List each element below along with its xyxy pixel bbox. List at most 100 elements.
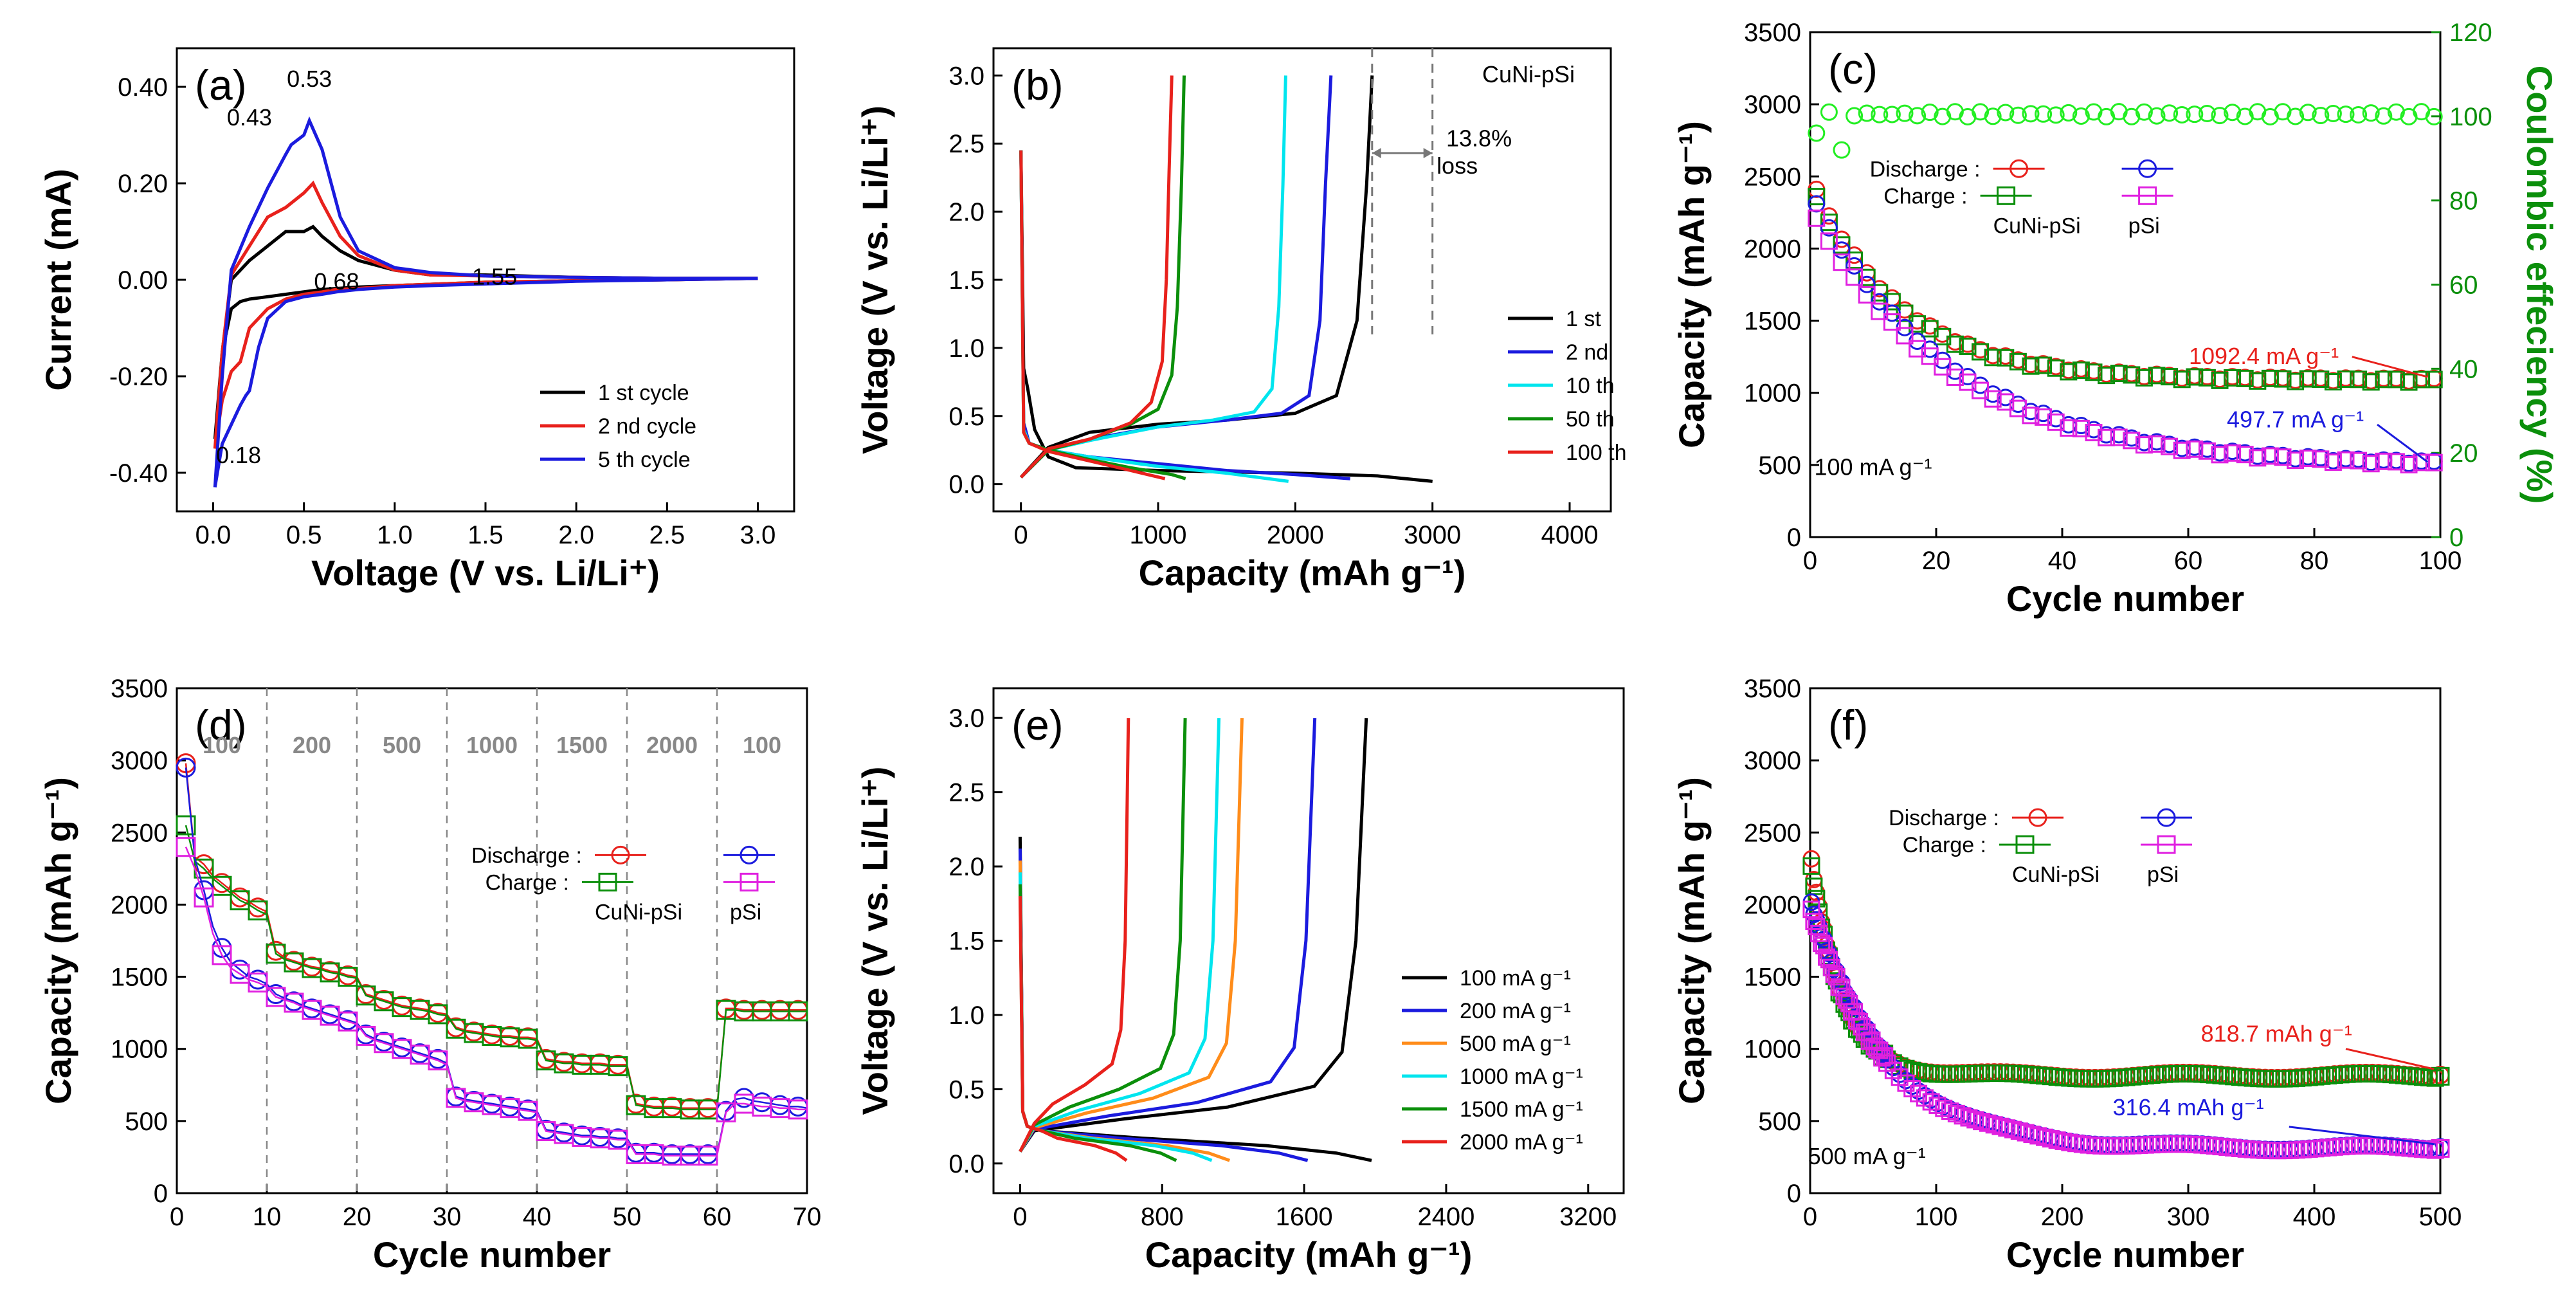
peak-annotation: 0.43	[227, 104, 272, 131]
y-tick-label: 500	[1758, 1108, 1801, 1136]
data-point	[1873, 1049, 1891, 1067]
data-point	[2274, 103, 2292, 121]
data-point	[1946, 335, 1964, 353]
x-axis-label: Capacity (mAh g⁻¹)	[1145, 1234, 1473, 1275]
data-point	[1883, 105, 1901, 123]
panel-label: (d)	[195, 701, 247, 749]
data-point	[2148, 107, 2166, 125]
annotation: 497.7 mA g⁻¹	[2227, 407, 2364, 433]
x-tick-label: 3.0	[740, 521, 776, 549]
series-line	[213, 180, 758, 449]
panel-label: (e)	[1011, 701, 1064, 749]
panel-f: 0 100 200 300 400 500 0 500 1000 1500 2000 2500 3000…	[1671, 675, 2462, 1275]
data-point	[2261, 369, 2279, 387]
discharge-curve	[1019, 150, 1350, 480]
x-tick-label: 0	[1803, 547, 1817, 575]
data-point	[2072, 419, 2090, 437]
data-point	[248, 973, 268, 993]
data-point	[1871, 284, 1889, 302]
data-point	[2375, 452, 2393, 470]
data-point	[1833, 253, 1851, 271]
data-point	[2287, 452, 2305, 470]
series-line	[185, 763, 807, 1109]
legend-entry: 500 mA g⁻¹	[1460, 1032, 1571, 1056]
data-point	[2085, 363, 2103, 381]
data-point	[2375, 370, 2393, 388]
data-point	[176, 837, 196, 857]
y-axis-label: Voltage (V vs. Li/Li⁺)	[855, 105, 895, 454]
data-point	[2054, 1132, 2073, 1150]
data-point	[212, 945, 232, 965]
y2-tick-label: 40	[2449, 355, 2478, 383]
data-point	[2004, 1120, 2022, 1138]
data-point	[176, 815, 196, 836]
peak-annotation: 0.53	[287, 66, 332, 92]
data-point	[2047, 413, 2065, 431]
data-point	[1934, 358, 1952, 376]
data-point	[2198, 442, 2216, 460]
data-point	[2161, 104, 2179, 122]
data-point	[2085, 424, 2103, 442]
data-point	[2186, 105, 2204, 123]
data-point	[2029, 1127, 2047, 1145]
data-point	[248, 900, 268, 920]
legend-entry: 1000 mA g⁻¹	[1460, 1065, 1583, 1089]
data-point	[1984, 390, 2002, 408]
legend-sample-1: CuNi-pSi	[2012, 863, 2100, 887]
x-tick-label: 1.5	[467, 521, 503, 549]
data-point	[739, 872, 759, 891]
data-point	[2009, 159, 2029, 178]
x-tick-label: 10	[253, 1203, 282, 1231]
y-tick-label: 1500	[1744, 307, 1801, 336]
data-point	[1910, 1063, 1928, 1081]
y-tick-label: 0.00	[118, 266, 168, 295]
x-tick-label: 200	[2041, 1203, 2084, 1231]
y-tick-label: 3.0	[948, 704, 984, 733]
annotation: 100 mA g⁻¹	[1814, 454, 1932, 480]
data-point	[788, 1001, 808, 1021]
data-point	[1833, 241, 1851, 259]
x-tick-label: 3000	[1404, 521, 1461, 549]
data-point	[2173, 105, 2191, 123]
data-point	[2413, 453, 2431, 471]
data-point	[2425, 370, 2443, 388]
legend-entry: 2 nd cycle	[598, 414, 696, 439]
x-tick-label: 0.0	[195, 521, 231, 549]
data-point	[2186, 368, 2204, 386]
data-point	[1998, 1119, 2016, 1137]
y-axis-label: Capacity (mAh g⁻¹)	[38, 777, 78, 1104]
data-point	[2312, 107, 2330, 125]
charge-curve	[1019, 718, 1187, 1153]
data-point	[1884, 1061, 1902, 1079]
rate-label: 200	[293, 732, 331, 758]
y-axis-label: Capacity (mAh g⁻¹)	[1671, 121, 1712, 448]
legend-sample-1: CuNi-pSi	[595, 900, 682, 924]
panel-c: 0 20 40 60 80 1000500100015002000250030003500…	[1671, 19, 2560, 619]
data-point	[2110, 428, 2128, 446]
x-tick-label: 100	[1915, 1203, 1958, 1231]
legend-charge-label: Charge :	[1903, 833, 1986, 857]
legend-sample-2: pSi	[730, 900, 761, 924]
data-point	[1846, 251, 1864, 270]
rate-label: 1000	[466, 732, 518, 758]
data-point	[2425, 107, 2443, 125]
y-tick-label: 1000	[111, 1036, 168, 1064]
data-point	[1972, 103, 1990, 121]
data-point	[1802, 857, 1820, 875]
data-point	[2047, 359, 2065, 377]
data-point	[1935, 1099, 1953, 1117]
data-point	[2072, 361, 2090, 379]
x-tick-label: 0.5	[286, 521, 322, 549]
y-tick-label: 1.5	[948, 928, 984, 956]
x-tick-label: 80	[2300, 547, 2329, 575]
data-point	[1941, 1102, 1959, 1120]
data-point	[2173, 370, 2191, 388]
data-point	[2287, 107, 2305, 125]
data-point	[1815, 937, 1833, 955]
x-tick-label: 4000	[1541, 521, 1599, 549]
legend-entry: 100 mA g⁻¹	[1460, 966, 1571, 991]
data-point	[1833, 236, 1851, 254]
data-point	[2400, 455, 2418, 473]
legend-charge-label: Charge :	[1883, 184, 1967, 208]
data-point	[2042, 1129, 2060, 1147]
